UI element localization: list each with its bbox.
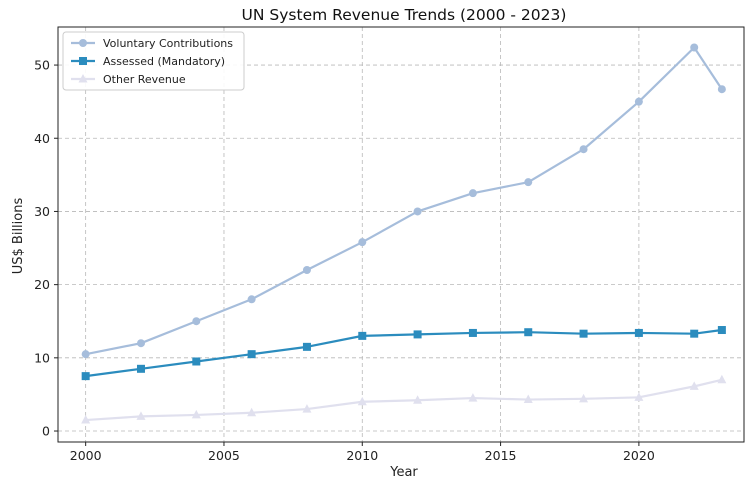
- series-line: [85, 328, 723, 378]
- data-point: [358, 238, 367, 247]
- x-tick-label: 2020: [623, 448, 655, 463]
- data-point: [247, 407, 257, 417]
- y-tick-label: 40: [34, 131, 50, 146]
- data-point: [192, 317, 201, 326]
- series-voluntary-contributions: [81, 43, 726, 359]
- data-point: [468, 189, 477, 198]
- data-point: [247, 350, 256, 359]
- data-point: [357, 396, 367, 406]
- y-axis-title: US$ Billions: [11, 198, 26, 275]
- data-point: [81, 415, 91, 424]
- legend: Voluntary Contributions Assessed (Mandato…: [62, 31, 245, 91]
- data-point: [468, 328, 477, 337]
- x-tick-label: 2010: [346, 448, 378, 463]
- data-point: [524, 328, 533, 337]
- legend-label: Voluntary Contributions: [103, 37, 233, 50]
- y-tick-label: 50: [34, 58, 50, 73]
- x-tick-label: 2015: [485, 448, 517, 463]
- data-point: [302, 265, 311, 274]
- x-tick-label: 2000: [70, 448, 102, 463]
- data-point: [468, 393, 478, 402]
- data-point: [579, 329, 588, 338]
- data-point: [689, 381, 699, 390]
- data-point: [247, 295, 256, 304]
- data-point: [690, 43, 699, 52]
- data-point: [717, 374, 727, 384]
- x-axis-title: Year: [389, 465, 418, 480]
- y-tick-label: 20: [34, 277, 50, 292]
- y-tick-label: 30: [34, 204, 50, 219]
- y-tick-label: 10: [34, 350, 50, 365]
- legend-item: Voluntary Contributions: [71, 37, 233, 50]
- data-point: [81, 350, 90, 359]
- data-point: [717, 85, 726, 94]
- data-point: [191, 409, 201, 419]
- legend-box: [62, 31, 245, 91]
- data-point: [358, 331, 367, 340]
- data-point: [302, 404, 312, 413]
- data-point: [523, 394, 533, 404]
- series-assessed-mandatory: [81, 326, 726, 381]
- data-point: [81, 372, 90, 381]
- data-point: [302, 342, 311, 351]
- data-point: [717, 326, 726, 335]
- data-point: [413, 207, 422, 216]
- data-point: [579, 393, 589, 403]
- legend-marker: [79, 39, 87, 47]
- series-other-revenue: [81, 374, 727, 424]
- legend-label: Other Revenue: [103, 73, 186, 86]
- plot-frame: [57, 26, 745, 443]
- legend-marker: [78, 74, 88, 83]
- series-line: [85, 46, 723, 356]
- ticks: 2000 2005 2010 2015 2020 0 10 20 30 40 50: [34, 58, 655, 463]
- data-point: [579, 145, 588, 154]
- legend-item: Assessed (Mandatory): [71, 55, 225, 68]
- data-point: [634, 392, 644, 401]
- series-line: [85, 378, 723, 422]
- data-point: [136, 339, 145, 348]
- data-point: [136, 364, 145, 373]
- data-point: [634, 97, 643, 106]
- legend-label: Assessed (Mandatory): [103, 55, 225, 68]
- data-point: [413, 395, 423, 404]
- data-point: [524, 178, 533, 187]
- legend-marker: [79, 57, 87, 65]
- data-point: [690, 329, 699, 338]
- data-point: [634, 328, 643, 337]
- series-layer: [81, 43, 727, 424]
- chart-title: UN System Revenue Trends (2000 - 2023): [242, 6, 567, 24]
- x-tick-label: 2005: [208, 448, 240, 463]
- data-point: [192, 357, 201, 366]
- legend-item: Other Revenue: [71, 73, 186, 86]
- data-point: [136, 411, 146, 420]
- data-point: [413, 330, 422, 339]
- y-tick-label: 0: [42, 424, 50, 439]
